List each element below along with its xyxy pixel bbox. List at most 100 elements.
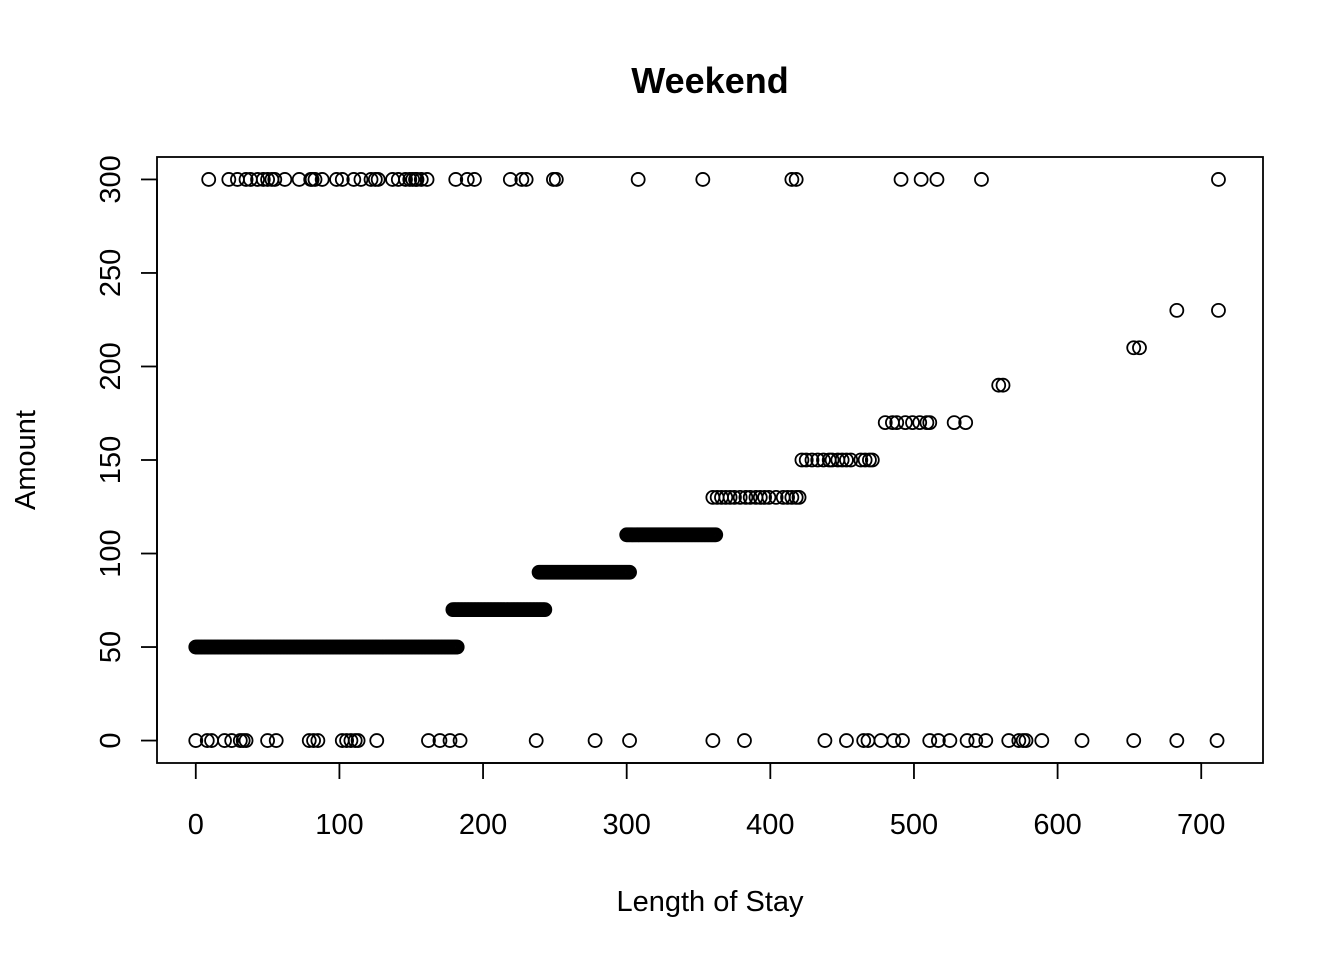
data-point xyxy=(737,733,752,748)
data-point xyxy=(780,490,795,505)
data-point xyxy=(518,172,534,187)
data-point xyxy=(419,172,435,187)
data-point xyxy=(913,172,929,187)
data-point xyxy=(886,733,902,748)
y-tick-label: 100 xyxy=(95,529,127,577)
data-point xyxy=(1132,340,1147,356)
data-point xyxy=(958,415,974,430)
plot-frame xyxy=(156,156,1264,764)
data-point xyxy=(1011,733,1027,748)
x-tick-label: 500 xyxy=(890,809,938,841)
data-point xyxy=(974,172,989,187)
data-point xyxy=(991,377,1007,393)
data-point xyxy=(864,452,880,468)
data-point xyxy=(791,490,807,505)
data-point xyxy=(459,172,475,187)
data-point xyxy=(804,452,820,468)
data-point xyxy=(889,415,905,430)
data-point xyxy=(742,490,758,505)
data-point xyxy=(353,172,369,187)
data-point xyxy=(1169,302,1185,318)
data-point xyxy=(346,172,362,187)
data-point xyxy=(839,733,854,748)
data-point xyxy=(1211,302,1226,318)
data-point xyxy=(856,733,872,748)
data-point xyxy=(895,733,910,748)
data-point xyxy=(514,172,530,187)
data-point xyxy=(942,733,958,748)
data-point xyxy=(421,733,436,748)
data-point xyxy=(339,733,355,748)
data-point xyxy=(824,452,840,468)
x-tick-label: 700 xyxy=(1177,809,1225,841)
data-point xyxy=(718,490,734,505)
data-point xyxy=(448,172,464,187)
data-point xyxy=(546,172,561,187)
data-point xyxy=(630,172,646,187)
data-point xyxy=(622,733,637,748)
data-point xyxy=(413,172,429,187)
y-tick-label: 300 xyxy=(95,155,127,203)
data-point xyxy=(794,452,810,468)
data-point xyxy=(722,490,738,505)
data-point xyxy=(873,733,889,748)
data-point xyxy=(548,172,564,187)
data-point xyxy=(452,733,468,748)
data-point xyxy=(238,733,254,748)
data-point xyxy=(622,564,637,580)
data-point xyxy=(834,452,850,468)
data-point xyxy=(810,452,826,468)
data-point xyxy=(817,733,833,748)
data-point xyxy=(857,452,873,468)
data-point xyxy=(363,172,379,187)
data-point xyxy=(816,452,831,468)
data-point xyxy=(409,172,425,187)
data-point xyxy=(301,733,317,748)
data-point xyxy=(708,527,724,543)
data-point xyxy=(528,733,544,748)
data-point xyxy=(727,490,742,505)
data-point xyxy=(1074,733,1090,748)
data-point xyxy=(255,172,271,187)
data-point xyxy=(1034,733,1050,748)
data-point xyxy=(314,172,330,187)
x-tick-label: 0 xyxy=(188,809,204,841)
data-point xyxy=(784,172,800,187)
data-point xyxy=(922,415,938,430)
data-point xyxy=(798,452,814,468)
data-point xyxy=(307,172,323,187)
data-point xyxy=(695,172,711,187)
data-point xyxy=(277,172,293,187)
x-tick-label: 200 xyxy=(459,809,507,841)
data-point xyxy=(893,172,909,187)
data-point xyxy=(1169,733,1185,748)
data-point xyxy=(350,733,366,748)
y-tick-label: 250 xyxy=(95,249,127,297)
data-point xyxy=(1209,733,1225,748)
data-point xyxy=(199,733,215,748)
data-point xyxy=(224,733,240,748)
data-point xyxy=(922,733,938,748)
x-axis-label: Length of Stay xyxy=(616,886,804,918)
x-tick-label: 300 xyxy=(602,809,650,841)
x-tick-label: 600 xyxy=(1033,809,1081,841)
x-axis: 0 100 200 300 400 500 600 700 xyxy=(188,762,1225,841)
data-point xyxy=(978,733,994,748)
data-point xyxy=(1018,733,1034,748)
data-point xyxy=(334,172,350,187)
data-point xyxy=(260,733,276,748)
data-point xyxy=(467,172,482,187)
data-point xyxy=(502,172,518,187)
y-tick-label: 200 xyxy=(95,342,127,390)
data-point xyxy=(968,733,984,748)
data-point xyxy=(705,733,721,748)
data-point xyxy=(267,172,283,187)
y-tick-label: 0 xyxy=(95,732,127,748)
y-tick-label: 150 xyxy=(95,436,127,484)
data-point xyxy=(1126,340,1142,356)
data-point xyxy=(788,172,804,187)
data-point xyxy=(946,415,962,430)
data-point xyxy=(369,733,385,748)
data-point xyxy=(853,452,869,468)
